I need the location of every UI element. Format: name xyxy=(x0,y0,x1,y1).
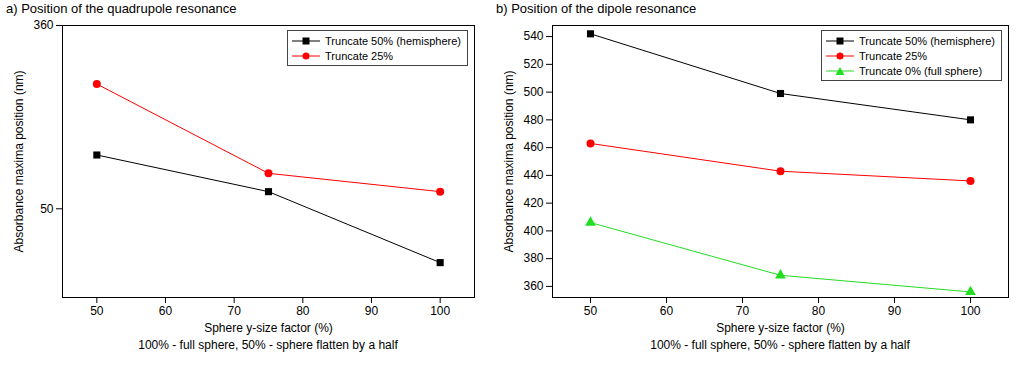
svg-text:100: 100 xyxy=(430,304,450,318)
svg-text:70: 70 xyxy=(736,304,750,318)
svg-text:Absorbance maxima position (nm: Absorbance maxima position (nm) xyxy=(502,70,516,252)
svg-text:Sphere y-size factor (%): Sphere y-size factor (%) xyxy=(204,321,333,335)
svg-text:50: 50 xyxy=(584,304,598,318)
svg-text:360: 360 xyxy=(523,279,543,293)
svg-text:420: 420 xyxy=(523,196,543,210)
svg-text:Sphere y-size factor (%): Sphere y-size factor (%) xyxy=(716,321,845,335)
svg-text:50: 50 xyxy=(90,304,104,318)
svg-text:520: 520 xyxy=(523,57,543,71)
svg-text:480: 480 xyxy=(523,113,543,127)
svg-text:70: 70 xyxy=(227,304,241,318)
svg-text:500: 500 xyxy=(523,85,543,99)
html-text:b) Position of the dipole reso: b) Position of the dipole resonance xyxy=(496,1,697,16)
html-text:Truncate 50% (hemisphere): Truncate 50% (hemisphere) xyxy=(325,34,461,47)
svg-text:380: 380 xyxy=(523,251,543,265)
html-text:Truncate 50% (hemisphere): Truncate 50% (hemisphere) xyxy=(859,34,995,47)
svg-text:540: 540 xyxy=(523,29,543,43)
html-text:100% - full sphere, 50% - sphe: 100% - full sphere, 50% - sphere flatten… xyxy=(650,338,910,352)
html-text:100% - full sphere, 50% - sphe: 100% - full sphere, 50% - sphere flatten… xyxy=(138,338,398,352)
svg-text:400: 400 xyxy=(523,224,543,238)
svg-text:440: 440 xyxy=(523,168,543,182)
svg-text:360: 360 xyxy=(33,18,53,32)
svg-text:60: 60 xyxy=(159,304,173,318)
svg-text:90: 90 xyxy=(365,304,379,318)
svg-text:80: 80 xyxy=(812,304,826,318)
svg-text:Absorbance maxima position (nm: Absorbance maxima position (nm) xyxy=(12,70,26,252)
html-text:Truncate 0% (full sphere): Truncate 0% (full sphere) xyxy=(859,64,983,77)
html-text:a) Position of the quadrupole: a) Position of the quadrupole resonance xyxy=(6,1,237,16)
svg-text:60: 60 xyxy=(660,304,674,318)
svg-text:50: 50 xyxy=(40,202,54,216)
svg-text:80: 80 xyxy=(296,304,310,318)
svg-text:90: 90 xyxy=(888,304,902,318)
svg-text:100: 100 xyxy=(960,304,980,318)
html-text:Truncate 25%: Truncate 25% xyxy=(859,49,928,62)
html-text:Truncate 25%: Truncate 25% xyxy=(325,49,394,62)
svg-text:460: 460 xyxy=(523,140,543,154)
